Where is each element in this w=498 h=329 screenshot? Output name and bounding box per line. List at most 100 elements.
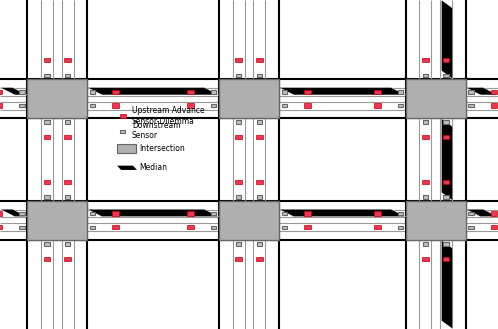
Bar: [27, 79, 87, 118]
Bar: [281, 90, 287, 93]
Bar: [257, 242, 262, 245]
Bar: [236, 74, 242, 77]
Bar: [235, 257, 242, 261]
Bar: [120, 130, 125, 133]
Bar: [44, 257, 50, 261]
Bar: [113, 89, 119, 94]
Polygon shape: [466, 88, 498, 95]
Bar: [422, 257, 428, 261]
Bar: [65, 135, 71, 139]
Bar: [236, 195, 242, 199]
Bar: [422, 195, 428, 199]
Bar: [219, 201, 279, 240]
Bar: [113, 211, 119, 216]
Polygon shape: [117, 165, 137, 170]
Bar: [281, 226, 287, 229]
Bar: [374, 103, 381, 108]
Bar: [235, 58, 242, 63]
Bar: [19, 226, 25, 229]
Bar: [44, 74, 49, 77]
Bar: [422, 180, 428, 184]
Bar: [44, 58, 50, 63]
Polygon shape: [441, 240, 453, 329]
Bar: [44, 135, 50, 139]
Polygon shape: [0, 209, 27, 217]
Bar: [444, 120, 449, 124]
Bar: [0, 225, 2, 230]
Bar: [398, 90, 403, 93]
Bar: [444, 74, 449, 77]
Bar: [236, 120, 242, 124]
Bar: [422, 74, 428, 77]
Bar: [374, 89, 381, 94]
Bar: [491, 211, 497, 216]
Bar: [65, 120, 71, 124]
Bar: [90, 226, 95, 229]
Bar: [211, 212, 217, 215]
Bar: [90, 212, 95, 215]
Bar: [443, 58, 449, 63]
Bar: [256, 257, 263, 261]
Bar: [422, 120, 428, 124]
Polygon shape: [279, 88, 406, 95]
Bar: [443, 257, 449, 261]
Bar: [211, 104, 217, 107]
Bar: [0, 89, 2, 94]
Text: Downstream
Sensor: Downstream Sensor: [132, 121, 181, 140]
Bar: [398, 212, 403, 215]
Bar: [44, 195, 49, 199]
Bar: [65, 58, 71, 63]
Bar: [90, 90, 95, 93]
Bar: [422, 135, 428, 139]
Bar: [468, 90, 474, 93]
Bar: [491, 89, 497, 94]
Bar: [257, 195, 262, 199]
Bar: [235, 135, 242, 139]
Bar: [211, 90, 217, 93]
Bar: [113, 103, 119, 108]
Polygon shape: [0, 88, 27, 95]
Bar: [374, 225, 381, 230]
Bar: [235, 180, 242, 184]
Bar: [398, 104, 403, 107]
Bar: [304, 103, 311, 108]
Bar: [374, 211, 381, 216]
Bar: [187, 211, 194, 216]
Text: Upstream Advance
Sensor-Dilemma: Upstream Advance Sensor-Dilemma: [132, 106, 205, 125]
Bar: [44, 180, 50, 184]
Bar: [90, 104, 95, 107]
Bar: [117, 144, 136, 153]
Bar: [65, 74, 71, 77]
Bar: [281, 212, 287, 215]
Bar: [444, 242, 449, 245]
Bar: [406, 201, 466, 240]
Polygon shape: [279, 209, 406, 217]
Polygon shape: [466, 209, 498, 217]
Bar: [65, 180, 71, 184]
Bar: [19, 90, 25, 93]
Polygon shape: [87, 88, 219, 95]
Bar: [120, 114, 126, 118]
Polygon shape: [441, 118, 453, 201]
Bar: [65, 257, 71, 261]
Bar: [406, 79, 466, 118]
Bar: [422, 58, 428, 63]
Bar: [44, 242, 49, 245]
Bar: [187, 89, 194, 94]
Bar: [27, 201, 87, 240]
Text: Median: Median: [139, 163, 167, 172]
Text: Intersection: Intersection: [139, 144, 185, 153]
Bar: [468, 212, 474, 215]
Bar: [281, 104, 287, 107]
Bar: [211, 226, 217, 229]
Polygon shape: [441, 0, 453, 79]
Bar: [398, 226, 403, 229]
Bar: [236, 242, 242, 245]
Bar: [187, 225, 194, 230]
Bar: [468, 226, 474, 229]
Bar: [65, 242, 71, 245]
Bar: [304, 89, 311, 94]
Bar: [304, 211, 311, 216]
Bar: [0, 103, 2, 108]
Bar: [19, 212, 25, 215]
